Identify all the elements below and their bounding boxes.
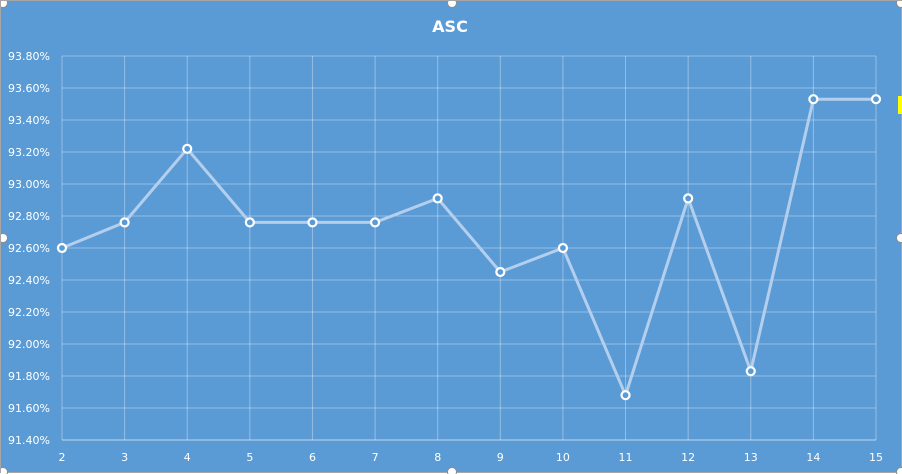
x-axis-tick-labels: 2 3 4 5 6 7 8 9 10 11 12 13 14 15 <box>59 451 884 464</box>
y-tick-label: 91.80% <box>8 370 50 383</box>
data-point[interactable] <box>559 244 567 252</box>
resize-handle[interactable] <box>897 234 902 243</box>
data-point[interactable] <box>308 218 316 226</box>
x-tick-label: 5 <box>246 451 253 464</box>
x-tick-label: 10 <box>556 451 570 464</box>
data-point[interactable] <box>121 218 129 226</box>
y-tick-label: 92.80% <box>8 210 50 223</box>
highlight-marker <box>898 96 902 114</box>
x-tick-label: 15 <box>869 451 883 464</box>
gridlines <box>62 56 876 440</box>
chart-title: ASC <box>432 17 468 36</box>
series-line <box>62 99 876 395</box>
x-tick-label: 12 <box>681 451 695 464</box>
data-point[interactable] <box>622 391 630 399</box>
data-point[interactable] <box>434 194 442 202</box>
x-tick-label: 7 <box>372 451 379 464</box>
data-point[interactable] <box>246 218 254 226</box>
resize-handle[interactable] <box>897 468 902 474</box>
data-point[interactable] <box>809 95 817 103</box>
y-tick-label: 93.40% <box>8 114 50 127</box>
y-tick-label: 92.00% <box>8 338 50 351</box>
x-tick-label: 11 <box>619 451 633 464</box>
x-tick-label: 14 <box>806 451 820 464</box>
data-point[interactable] <box>58 244 66 252</box>
y-tick-label: 91.60% <box>8 402 50 415</box>
y-tick-label: 93.00% <box>8 178 50 191</box>
x-tick-label: 6 <box>309 451 316 464</box>
y-tick-label: 92.40% <box>8 274 50 287</box>
y-tick-label: 92.20% <box>8 306 50 319</box>
data-point[interactable] <box>183 145 191 153</box>
x-tick-label: 9 <box>497 451 504 464</box>
x-tick-label: 8 <box>434 451 441 464</box>
resize-handle[interactable] <box>448 1 457 8</box>
y-tick-label: 93.60% <box>8 82 50 95</box>
y-axis-tick-labels: 91.40% 91.60% 91.80% 92.00% 92.20% 92.40% 92.6… <box>8 50 50 447</box>
x-tick-label: 4 <box>184 451 191 464</box>
resize-handle[interactable] <box>1 468 8 474</box>
data-point[interactable] <box>747 367 755 375</box>
x-tick-label: 3 <box>121 451 128 464</box>
resize-handle[interactable] <box>448 468 457 474</box>
x-tick-label: 2 <box>59 451 66 464</box>
x-tick-label: 13 <box>744 451 758 464</box>
data-point[interactable] <box>496 268 504 276</box>
data-point[interactable] <box>872 95 880 103</box>
resize-handle[interactable] <box>897 1 902 8</box>
data-point[interactable] <box>684 194 692 202</box>
data-point[interactable] <box>371 218 379 226</box>
resize-handle[interactable] <box>1 1 8 8</box>
y-tick-label: 93.80% <box>8 50 50 63</box>
y-tick-label: 93.20% <box>8 146 50 159</box>
series-group <box>58 95 880 399</box>
y-tick-label: 91.40% <box>8 434 50 447</box>
y-tick-label: 92.60% <box>8 242 50 255</box>
resize-handle[interactable] <box>1 234 8 243</box>
